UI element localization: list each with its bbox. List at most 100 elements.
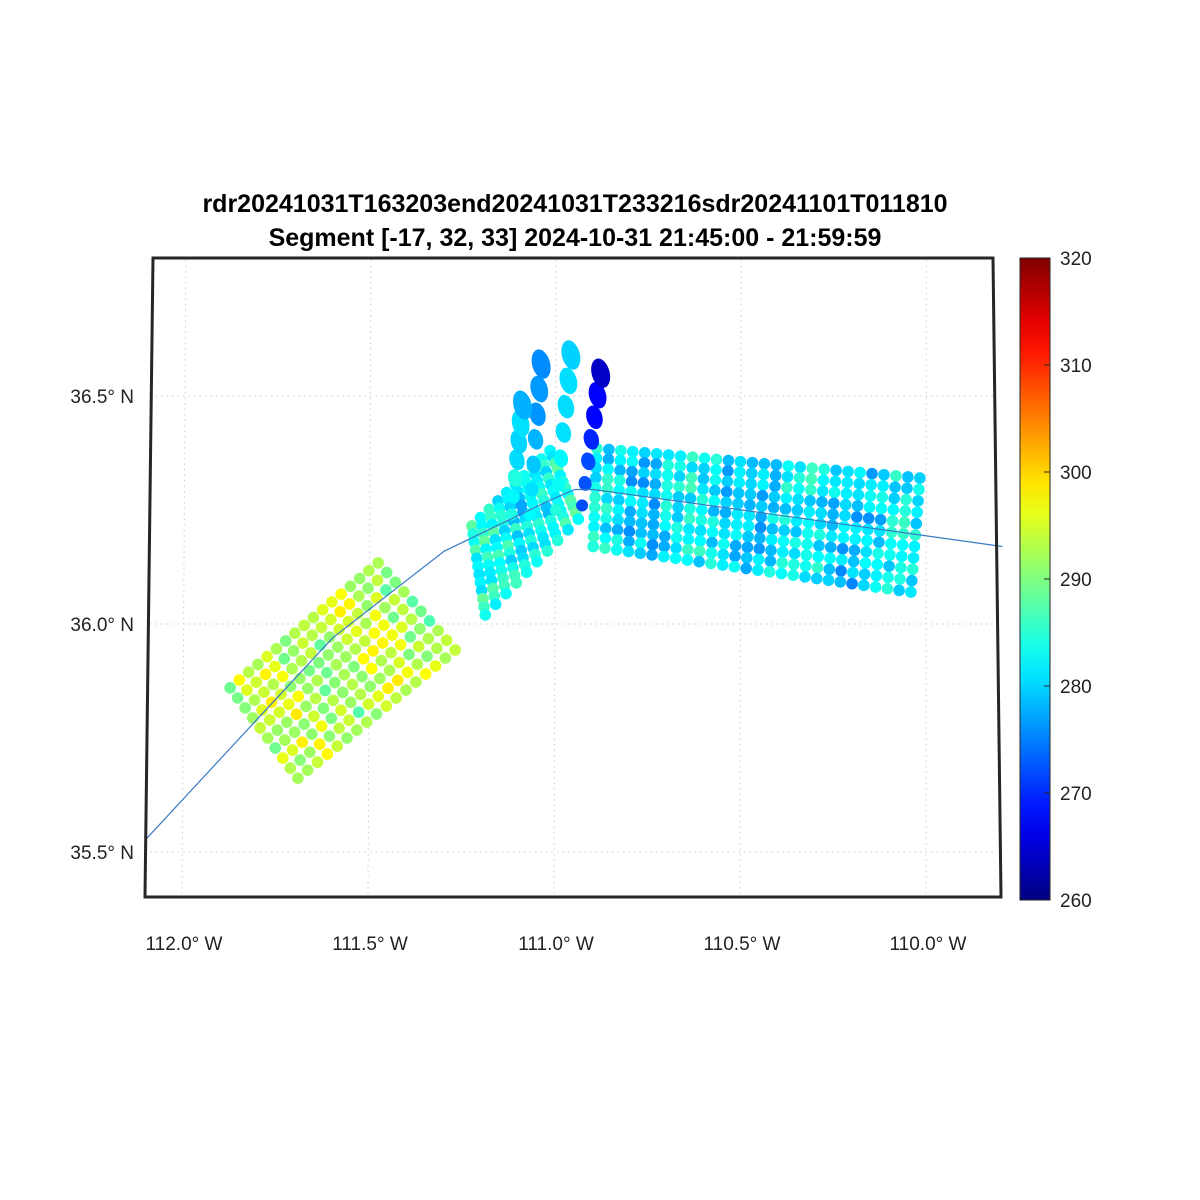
data-point	[562, 523, 574, 536]
data-point	[755, 511, 767, 523]
data-point	[650, 448, 663, 460]
data-point	[670, 542, 682, 554]
data-point	[304, 746, 316, 758]
data-point	[792, 493, 804, 506]
data-point	[284, 680, 297, 693]
data-point	[590, 472, 602, 484]
data-point	[734, 455, 747, 468]
data-point	[734, 466, 746, 478]
data-point	[322, 649, 335, 661]
data-point	[684, 502, 696, 515]
data-point	[380, 566, 393, 579]
y-tick-label: 36.0° N	[70, 615, 134, 636]
data-point	[589, 491, 601, 504]
data-point	[576, 499, 589, 512]
data-point	[370, 592, 383, 604]
data-point	[429, 660, 442, 672]
data-point	[311, 756, 324, 768]
data-point	[866, 467, 878, 480]
data-point	[837, 531, 850, 544]
data-point	[507, 469, 523, 487]
data-point	[313, 738, 326, 750]
data-point	[752, 564, 764, 576]
data-point	[325, 712, 338, 725]
data-point	[910, 517, 923, 530]
data-point	[779, 503, 792, 515]
data-point	[782, 460, 795, 472]
data-point	[912, 495, 924, 507]
data-point	[822, 574, 835, 587]
data-point	[410, 676, 422, 688]
data-point	[846, 577, 858, 590]
data-point	[357, 653, 370, 665]
data-point	[352, 590, 365, 602]
data-point	[321, 748, 334, 760]
data-point	[836, 554, 848, 566]
data-point	[838, 520, 850, 533]
data-point	[883, 560, 895, 572]
data-point	[344, 696, 357, 709]
data-point	[776, 556, 788, 569]
data-point	[740, 552, 753, 564]
data-point	[287, 645, 300, 657]
data-point	[391, 674, 404, 687]
data-point	[777, 535, 790, 548]
data-point	[756, 489, 769, 502]
data-point	[380, 700, 393, 712]
data-point	[754, 532, 766, 545]
data-point	[896, 539, 909, 551]
data-point	[824, 541, 837, 554]
data-point	[878, 468, 890, 481]
data-point	[694, 535, 706, 547]
data-point	[745, 467, 758, 480]
data-point	[811, 561, 824, 574]
data-point	[614, 454, 627, 467]
data-point	[717, 548, 730, 561]
data-point	[298, 718, 310, 731]
data-point	[851, 500, 864, 512]
data-point	[509, 449, 525, 471]
data-point	[682, 543, 694, 556]
data-point	[305, 647, 317, 659]
data-point	[301, 682, 314, 695]
data-point	[331, 641, 344, 653]
data-point	[610, 544, 623, 556]
data-point	[872, 547, 884, 560]
data-point	[662, 449, 675, 461]
data-point	[764, 555, 777, 567]
data-point	[306, 629, 318, 642]
data-point	[707, 505, 720, 518]
data-point	[301, 764, 314, 776]
data-point	[722, 465, 734, 477]
data-point	[839, 498, 852, 511]
data-point	[865, 479, 877, 491]
data-point	[315, 720, 328, 733]
data-point	[858, 568, 871, 580]
data-point	[250, 676, 263, 689]
data-point	[710, 453, 723, 466]
data-point	[401, 666, 414, 679]
data-point	[794, 461, 807, 473]
data-point	[649, 468, 662, 480]
data-point	[849, 533, 862, 546]
data-point	[224, 682, 236, 694]
data-point	[386, 629, 399, 641]
data-point	[799, 560, 812, 572]
data-point	[276, 670, 289, 683]
data-point	[414, 623, 426, 635]
data-point	[375, 654, 388, 667]
data-point	[298, 619, 310, 632]
data-point	[753, 543, 766, 555]
data-point	[314, 639, 327, 651]
data-point	[583, 428, 600, 450]
data-point	[506, 488, 520, 504]
data-point	[875, 502, 888, 515]
data-point	[793, 482, 805, 495]
data-point	[728, 560, 741, 573]
data-point	[757, 479, 769, 491]
data-point	[804, 484, 817, 496]
grid-line-lon	[739, 259, 742, 896]
data-point	[379, 601, 391, 614]
data-point	[826, 519, 839, 532]
